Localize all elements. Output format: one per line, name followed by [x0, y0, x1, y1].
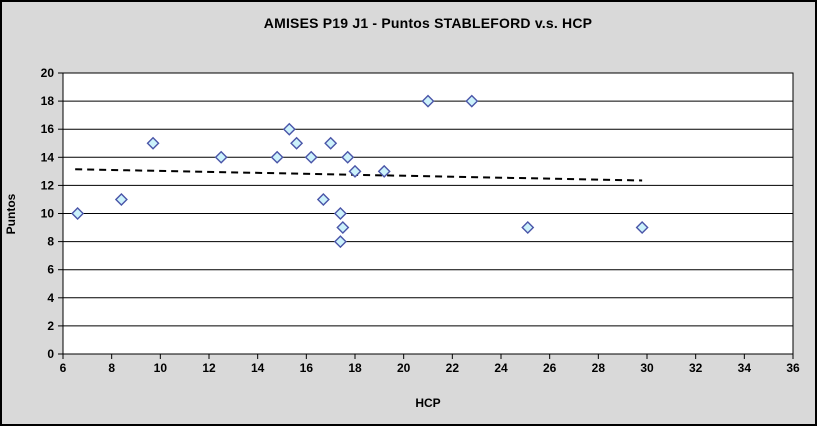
- x-tick-label: 22: [446, 361, 460, 375]
- x-tick-label: 28: [592, 361, 606, 375]
- y-tick-label: 18: [41, 94, 55, 108]
- y-tick-label: 8: [47, 235, 54, 249]
- data-point-marker: [316, 192, 330, 206]
- y-tick-label: 4: [47, 291, 54, 305]
- x-tick-label: 6: [60, 361, 67, 375]
- y-axis-title: Puntos: [4, 193, 18, 235]
- data-point-marker: [114, 192, 128, 206]
- x-tick-label: 24: [494, 361, 508, 375]
- trendline: [75, 168, 643, 182]
- chart-title: AMISES P19 J1 - Puntos STABLEFORD v.s. H…: [263, 15, 593, 31]
- x-tick-label: 20: [397, 361, 411, 375]
- y-tick-label: 14: [41, 150, 55, 164]
- y-tick-label: 12: [41, 178, 55, 192]
- y-tick-label: 2: [47, 319, 54, 333]
- data-point-marker: [336, 221, 350, 235]
- x-axis-title: HCP: [415, 396, 441, 410]
- data-point-marker: [341, 150, 355, 164]
- x-tick-label: 8: [108, 361, 115, 375]
- x-tick-label: 36: [786, 361, 800, 375]
- x-tick-label: 34: [738, 361, 752, 375]
- data-point-marker: [214, 150, 228, 164]
- y-tick-label: 16: [41, 122, 55, 136]
- x-tick-label: 18: [348, 361, 362, 375]
- data-point-marker: [377, 164, 391, 178]
- data-point-marker: [290, 136, 304, 150]
- x-tick-label: 26: [543, 361, 557, 375]
- data-point-marker: [146, 136, 160, 150]
- y-tick-label: 10: [41, 207, 55, 221]
- x-tick-label: 16: [300, 361, 314, 375]
- x-tick-label: 32: [689, 361, 703, 375]
- data-point-marker: [270, 150, 284, 164]
- data-point-marker: [282, 122, 296, 136]
- data-point-marker: [333, 207, 347, 220]
- data-point-marker: [635, 221, 649, 235]
- x-tick-label: 10: [154, 361, 168, 375]
- data-point-marker: [324, 136, 338, 150]
- data-point-marker: [465, 94, 479, 108]
- x-tick-label: 30: [640, 361, 654, 375]
- y-tick-label: 6: [47, 263, 54, 277]
- data-point-marker: [521, 221, 535, 235]
- data-point-marker: [421, 94, 435, 108]
- data-point-marker: [348, 164, 362, 178]
- data-point-marker: [71, 207, 85, 220]
- data-point-marker: [304, 150, 318, 164]
- y-tick-label: 0: [47, 347, 54, 361]
- x-tick-label: 14: [251, 361, 265, 375]
- x-tick-label: 12: [202, 361, 216, 375]
- data-point-marker: [333, 235, 347, 249]
- y-tick-label: 20: [41, 66, 55, 80]
